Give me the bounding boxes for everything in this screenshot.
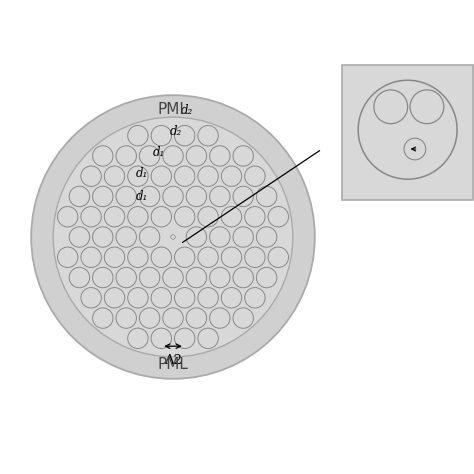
Circle shape (245, 247, 265, 267)
Circle shape (174, 288, 195, 308)
Circle shape (174, 126, 195, 146)
Circle shape (221, 288, 242, 308)
Circle shape (81, 166, 101, 186)
Circle shape (186, 186, 207, 207)
Circle shape (198, 166, 219, 186)
Circle shape (186, 146, 207, 166)
Circle shape (256, 186, 277, 207)
Circle shape (104, 247, 125, 267)
Circle shape (245, 207, 265, 227)
Circle shape (163, 186, 183, 207)
Circle shape (104, 207, 125, 227)
Circle shape (198, 126, 219, 146)
Circle shape (210, 308, 230, 328)
Circle shape (163, 267, 183, 288)
Circle shape (139, 267, 160, 288)
Circle shape (174, 247, 195, 267)
Circle shape (268, 247, 289, 267)
Circle shape (139, 146, 160, 166)
Circle shape (151, 166, 172, 186)
Circle shape (81, 207, 101, 227)
Circle shape (128, 288, 148, 308)
Circle shape (116, 308, 137, 328)
Circle shape (81, 288, 101, 308)
Circle shape (53, 117, 293, 357)
Circle shape (410, 90, 444, 124)
Text: PML: PML (157, 357, 189, 372)
Circle shape (233, 146, 254, 166)
Circle shape (69, 267, 90, 288)
Text: d₁: d₁ (153, 146, 165, 159)
Circle shape (92, 227, 113, 247)
Circle shape (104, 166, 125, 186)
Circle shape (128, 207, 148, 227)
Circle shape (210, 267, 230, 288)
Circle shape (210, 146, 230, 166)
Circle shape (198, 328, 219, 348)
Circle shape (128, 247, 148, 267)
Circle shape (69, 186, 90, 207)
Circle shape (128, 328, 148, 348)
Circle shape (198, 207, 219, 227)
Circle shape (210, 186, 230, 207)
Circle shape (57, 247, 78, 267)
Circle shape (139, 308, 160, 328)
Circle shape (245, 288, 265, 308)
Circle shape (81, 247, 101, 267)
Circle shape (221, 166, 242, 186)
Circle shape (174, 328, 195, 348)
Circle shape (186, 308, 207, 328)
Circle shape (116, 227, 137, 247)
Circle shape (174, 207, 195, 227)
Circle shape (233, 267, 254, 288)
Circle shape (233, 186, 254, 207)
Text: Λ2: Λ2 (164, 354, 182, 367)
Circle shape (116, 186, 137, 207)
Circle shape (151, 126, 172, 146)
Circle shape (233, 227, 254, 247)
Text: d₁: d₁ (136, 190, 148, 203)
Circle shape (151, 288, 172, 308)
Circle shape (198, 247, 219, 267)
Circle shape (151, 328, 172, 348)
Circle shape (92, 267, 113, 288)
Circle shape (92, 186, 113, 207)
Circle shape (69, 227, 90, 247)
Circle shape (256, 227, 277, 247)
Circle shape (358, 80, 457, 179)
Text: PML: PML (157, 102, 189, 117)
Circle shape (31, 95, 315, 379)
Circle shape (186, 267, 207, 288)
Circle shape (174, 166, 195, 186)
Circle shape (221, 247, 242, 267)
Circle shape (210, 227, 230, 247)
Circle shape (233, 308, 254, 328)
Circle shape (92, 308, 113, 328)
Circle shape (171, 235, 175, 239)
Circle shape (256, 267, 277, 288)
Circle shape (104, 288, 125, 308)
Circle shape (151, 207, 172, 227)
Circle shape (268, 207, 289, 227)
Circle shape (128, 126, 148, 146)
Circle shape (128, 166, 148, 186)
Circle shape (139, 186, 160, 207)
Circle shape (57, 207, 78, 227)
Text: d₂: d₂ (170, 125, 182, 138)
Circle shape (163, 308, 183, 328)
Circle shape (374, 90, 408, 124)
Circle shape (221, 207, 242, 227)
Circle shape (198, 288, 219, 308)
Circle shape (116, 146, 137, 166)
Text: d₂: d₂ (181, 104, 193, 117)
Text: d₁: d₁ (136, 167, 148, 181)
Circle shape (245, 166, 265, 186)
Circle shape (151, 247, 172, 267)
Circle shape (186, 227, 207, 247)
Circle shape (404, 138, 426, 160)
Circle shape (139, 227, 160, 247)
Circle shape (163, 146, 183, 166)
Circle shape (92, 146, 113, 166)
Circle shape (116, 267, 137, 288)
